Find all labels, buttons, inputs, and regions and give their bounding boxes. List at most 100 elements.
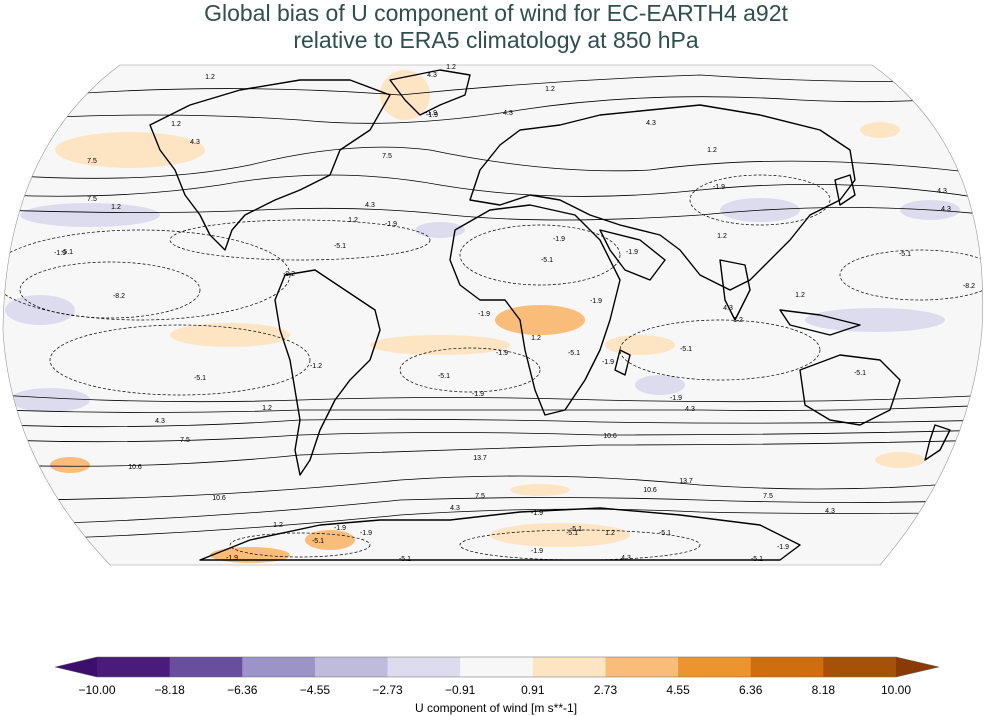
colorbar-cell [532, 657, 606, 677]
contour-label: -5.1 [438, 373, 450, 380]
contour-label: 1.2 [273, 522, 283, 529]
contour-label: 1.2 [717, 233, 727, 240]
contour-label: 7.5 [475, 493, 485, 500]
colorbar-tick-label: −10.00 [78, 683, 116, 697]
contour-label: 7.5 [87, 196, 97, 203]
contour-label: 1.2 [605, 530, 615, 537]
bias-shading [5, 70, 960, 563]
contour-label: 1.2 [795, 292, 805, 299]
map-boundary [2, 64, 984, 566]
contour-label: -5.1 [334, 243, 346, 250]
colorbar-tick-label: −8.18 [154, 683, 185, 697]
contour-label: 1.2 [111, 204, 121, 211]
contour-label: 1.2 [446, 64, 456, 71]
contour-label: -1.9 [472, 391, 484, 398]
contour-label: -1.2 [310, 363, 322, 370]
contour-label: -5.1 [399, 556, 411, 563]
contour-label: -1.9 [602, 359, 614, 366]
contour-label: 4.3 [685, 406, 695, 413]
colorbar-cell [387, 657, 461, 677]
contour-label: -5.1 [854, 370, 866, 377]
contour-label: -1.9 [670, 395, 682, 402]
colorbar-cell [314, 657, 389, 677]
colorbar-tick-label: −2.73 [372, 683, 403, 697]
contour-lines [3, 74, 983, 541]
contour-label: -1.9 [531, 510, 543, 517]
contour-label: 4.3 [825, 508, 835, 515]
contour-label: -1.9 [54, 250, 66, 257]
contour-label: -1.9 [496, 350, 508, 357]
europe-asia [469, 104, 856, 291]
contour-label: -5.1 [566, 530, 578, 537]
colorbar [55, 656, 940, 678]
contour-label-layer: 1.2 4.31.21.2-1.9 4.31.2 4.31.2-1.94.37.57.… [54, 64, 975, 563]
contour-label: 13.7 [473, 455, 487, 462]
contour-label: -1.9 [226, 555, 238, 562]
contour-label: 1.2 [707, 147, 717, 154]
contour-label: -1.9 [553, 236, 565, 243]
africa [449, 204, 621, 416]
arabia [599, 229, 666, 281]
contour-label: -5.1 [680, 346, 692, 353]
world-map: 1.2 4.31.21.2-1.9 4.31.2 4.31.2-1.94.37.57.… [2, 64, 984, 566]
contour-label: 1.2 [171, 121, 181, 128]
contour-label: 10.6 [128, 464, 142, 471]
contour-label: 4.3 [503, 110, 513, 117]
contour-label: 7.5 [87, 158, 97, 165]
contour-label: 4.3 [427, 72, 437, 79]
south-america [274, 269, 381, 476]
contour-label: -1.9 [360, 530, 372, 537]
contour-label: 1.2 [531, 335, 541, 342]
contour-label: -5.1 [570, 526, 582, 533]
colorbar-tick-label: 0.91 [521, 683, 545, 697]
colorbar-cell [750, 657, 824, 677]
contour-label: 1.2 [262, 405, 272, 412]
contour-label: -5.1 [659, 530, 671, 537]
contour-label: 1.2 [545, 86, 555, 93]
antarctica [199, 507, 801, 561]
contour-label: -1.9 [425, 110, 437, 117]
colorbar-tick-label: 6.36 [739, 683, 763, 697]
colorbar-cell [460, 657, 534, 677]
contour-label: 10.6 [603, 433, 617, 440]
contour-label: -5.1 [194, 375, 206, 382]
contour-label: 7.5 [382, 153, 392, 160]
contour-label: 4.3 [646, 120, 656, 127]
colorbar-cell [823, 657, 897, 677]
title-line-1: Global bias of U component of wind for E… [204, 0, 788, 26]
coastlines [149, 69, 951, 561]
colorbar-tick-label: 8.18 [811, 683, 836, 697]
colorbar-tick-label: 2.73 [593, 683, 618, 697]
contour-label: -1.9 [426, 112, 438, 119]
title-line-2: relative to ERA5 climatology at 850 hPa [293, 27, 699, 53]
contour-label: -5.1 [568, 350, 580, 357]
contour-label: -5.1 [61, 249, 73, 256]
contour-label: 4.3 [723, 305, 733, 312]
colorbar-tick-label: 4.55 [666, 683, 690, 697]
contour-label: -1.9 [713, 184, 725, 191]
contour-label: 4.3 [941, 206, 951, 213]
japan [834, 174, 856, 206]
contour-label: 4.3 [155, 418, 165, 425]
contour-label: -1.9 [478, 311, 490, 318]
colorbar-over-arrow [896, 657, 939, 677]
colorbar-tick-label: −0.91 [444, 683, 476, 697]
colorbar-cell [605, 657, 679, 677]
colorbar-outline [55, 656, 940, 678]
contour-label: -5.1 [751, 556, 763, 563]
madagascar [614, 349, 631, 376]
colorbar-tick-label: −4.55 [299, 683, 331, 697]
contour-label: 1.2 [348, 217, 358, 224]
contour-label: -1.9 [626, 249, 638, 256]
contour-label: -8.2 [283, 271, 295, 278]
contour-label: 4.3 [450, 505, 460, 512]
contour-label: 1.2 [205, 74, 215, 81]
contour-label: 13.7 [679, 478, 693, 485]
contour-label: 4.3 [365, 202, 375, 209]
contour-label: -1.9 [590, 298, 602, 305]
india [719, 259, 751, 321]
contour-label: 10.6 [643, 487, 657, 494]
colorbar-cell [242, 657, 316, 677]
contour-label: 7.5 [180, 437, 190, 444]
contour-label: 7.5 [763, 493, 773, 500]
